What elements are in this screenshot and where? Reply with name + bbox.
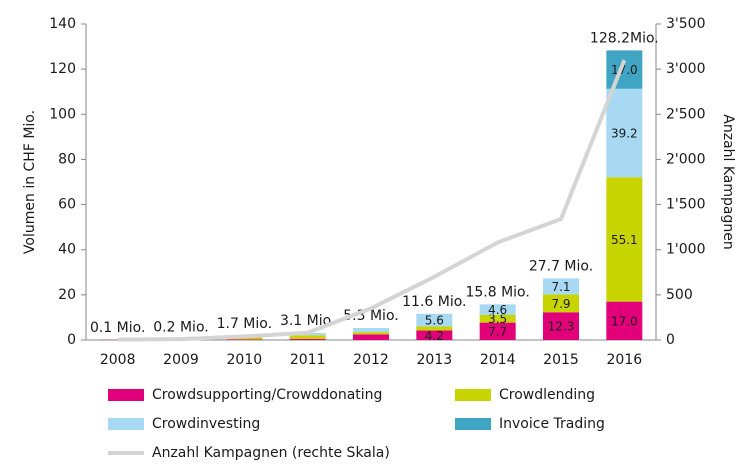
value-label: 7.1 (551, 280, 570, 294)
total-label: 0.1 Mio. (90, 320, 145, 336)
value-label: 55.1 (611, 233, 638, 247)
y-tick-label: 140 (49, 16, 76, 32)
total-label: 11.6 Mio. (402, 294, 466, 310)
y-tick-label: 100 (49, 106, 76, 122)
total-label: 128.2Mio. (590, 30, 659, 46)
total-label: 3.1 Mio. (280, 313, 335, 329)
x-tick-label: 2008 (100, 352, 136, 368)
bar-segment (606, 50, 643, 89)
bar-segment (416, 330, 453, 340)
bar-segment (543, 294, 579, 313)
bar-segment (353, 332, 389, 335)
y-axis-title: Volumen in CHF Mio. (22, 110, 38, 254)
bar-segment (289, 338, 326, 340)
bar-segment (416, 326, 453, 331)
y-tick-label: 40 (58, 242, 76, 258)
y2-tick-label: 500 (666, 287, 693, 303)
x-tick-label: 2016 (607, 352, 643, 368)
bar-segment (543, 312, 579, 340)
y2-tick-label: 2'500 (666, 106, 705, 122)
legend-label: Crowdsupporting/Crowddonating (152, 387, 382, 403)
value-label: 39.2 (611, 127, 638, 141)
y2-tick-label: 2'000 (666, 151, 705, 167)
y-tick-label: 120 (49, 61, 76, 77)
y2-tick-label: 1'500 (666, 197, 705, 213)
bar-segment (479, 322, 516, 340)
value-label: 7.9 (551, 297, 570, 311)
legend-swatch (108, 418, 144, 430)
bar-segment (353, 328, 389, 333)
y2-axis-title: Anzahl Kampagnen (720, 114, 736, 249)
y-tick-label: 20 (58, 287, 76, 303)
x-tick-label: 2009 (163, 352, 199, 368)
legend-swatch (108, 389, 144, 401)
y-tick-label: 80 (58, 151, 76, 167)
bar-segment (416, 313, 453, 327)
value-label: 4.2 (425, 329, 444, 343)
x-tick-label: 2010 (227, 352, 263, 368)
y-tick-label: 0 (67, 332, 76, 348)
value-label: 3.5 (488, 312, 507, 326)
legend-swatch (455, 389, 491, 401)
bar-segment (479, 314, 516, 323)
y2-tick-label: 3'500 (666, 16, 705, 32)
total-label: 27.7 Mio. (529, 258, 593, 274)
legend-label: Invoice Trading (499, 416, 605, 432)
legend-label: Crowdinvesting (152, 416, 260, 432)
x-tick-label: 2014 (480, 352, 516, 368)
bar-segment (226, 339, 263, 340)
x-tick-label: 2012 (353, 352, 389, 368)
value-label: 5.6 (425, 314, 444, 328)
value-label: 12.3 (548, 320, 575, 334)
total-label: 15.8 Mio. (465, 284, 529, 300)
legend-label: Crowdlending (499, 387, 595, 403)
total-label: 1.7 Mio. (217, 316, 272, 332)
bar-segment (543, 278, 579, 295)
value-label: 17.0 (611, 314, 638, 328)
y2-tick-label: 1'000 (666, 242, 705, 258)
bar-segment (289, 335, 326, 339)
bar-segment (353, 334, 389, 340)
bar-segment (606, 177, 643, 302)
y2-tick-label: 0 (666, 332, 675, 348)
value-label: 7.7 (488, 325, 507, 339)
x-tick-label: 2011 (290, 352, 326, 368)
x-tick-label: 2015 (543, 352, 579, 368)
legend-label: Anzahl Kampagnen (rechte Skala) (152, 445, 390, 461)
bar-segment (606, 88, 643, 178)
y-tick-label: 60 (58, 197, 76, 213)
total-label: 0.2 Mio. (153, 320, 208, 336)
x-tick-label: 2013 (417, 352, 453, 368)
bar-segment (479, 304, 516, 315)
value-label: 4.6 (488, 303, 507, 317)
legend-swatch (455, 418, 491, 430)
line-series (117, 59, 627, 342)
y2-tick-label: 3'000 (666, 61, 705, 77)
bar-segment (606, 301, 643, 340)
